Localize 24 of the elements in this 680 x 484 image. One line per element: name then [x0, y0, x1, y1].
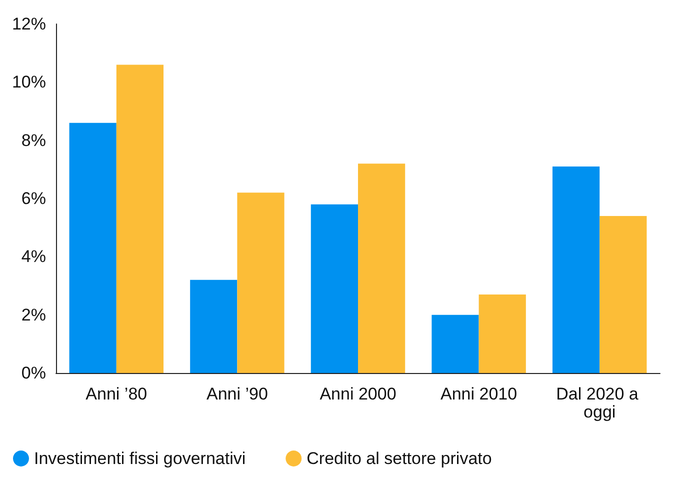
y-tick-label: 4%: [21, 247, 46, 266]
legend-label: Credito al settore privato: [306, 449, 492, 468]
y-tick-label: 10%: [12, 72, 46, 92]
bar: [478, 294, 526, 373]
bar: [600, 216, 647, 373]
x-tick-label: Anni ’90: [206, 384, 268, 404]
bar: [432, 314, 479, 373]
bar: [310, 204, 358, 373]
y-tick-label: 6%: [21, 189, 46, 208]
bar: [116, 64, 164, 373]
bar: [69, 122, 116, 373]
x-tick-label: Anni 2000: [320, 384, 396, 404]
x-tick-label: Dal 2020 a oggi: [556, 384, 644, 422]
bar: [358, 164, 406, 373]
x-tick-label: Anni 2010: [440, 384, 518, 404]
y-tick-label: 2%: [21, 305, 46, 324]
y-tick-label: 0%: [21, 364, 46, 382]
bar: [190, 280, 238, 373]
legend-label: Investimenti fissi governativi: [34, 449, 246, 468]
bar: [237, 192, 284, 373]
y-tick-label: 8%: [21, 130, 46, 150]
y-tick-label: 12%: [12, 14, 46, 34]
bar: [552, 166, 600, 373]
x-tick-label: Anni ’80: [86, 384, 148, 404]
